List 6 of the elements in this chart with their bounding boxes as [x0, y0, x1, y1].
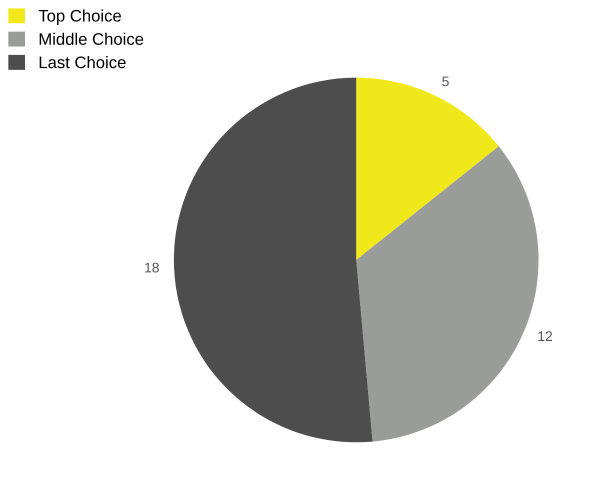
legend-label: Top Choice — [38, 9, 121, 25]
data-label: 18 — [145, 262, 159, 273]
data-label: 12 — [538, 331, 552, 341]
data-label: 5 — [442, 76, 449, 86]
legend-label: Last Choice — [40, 56, 126, 68]
legend-label: Middle Choice — [40, 32, 144, 45]
